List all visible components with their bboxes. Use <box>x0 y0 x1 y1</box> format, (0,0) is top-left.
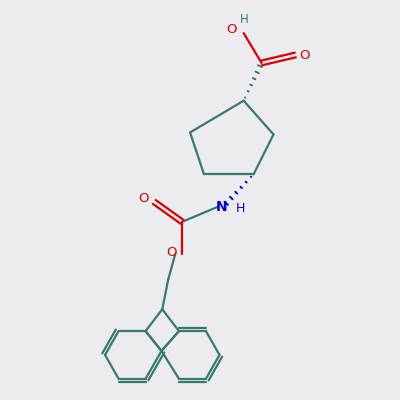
Text: O: O <box>226 24 237 36</box>
Text: O: O <box>138 192 148 205</box>
Text: O: O <box>299 48 309 62</box>
Text: O: O <box>166 246 176 259</box>
Text: H: H <box>236 202 245 215</box>
Text: N: N <box>216 200 228 214</box>
Text: H: H <box>240 13 249 26</box>
